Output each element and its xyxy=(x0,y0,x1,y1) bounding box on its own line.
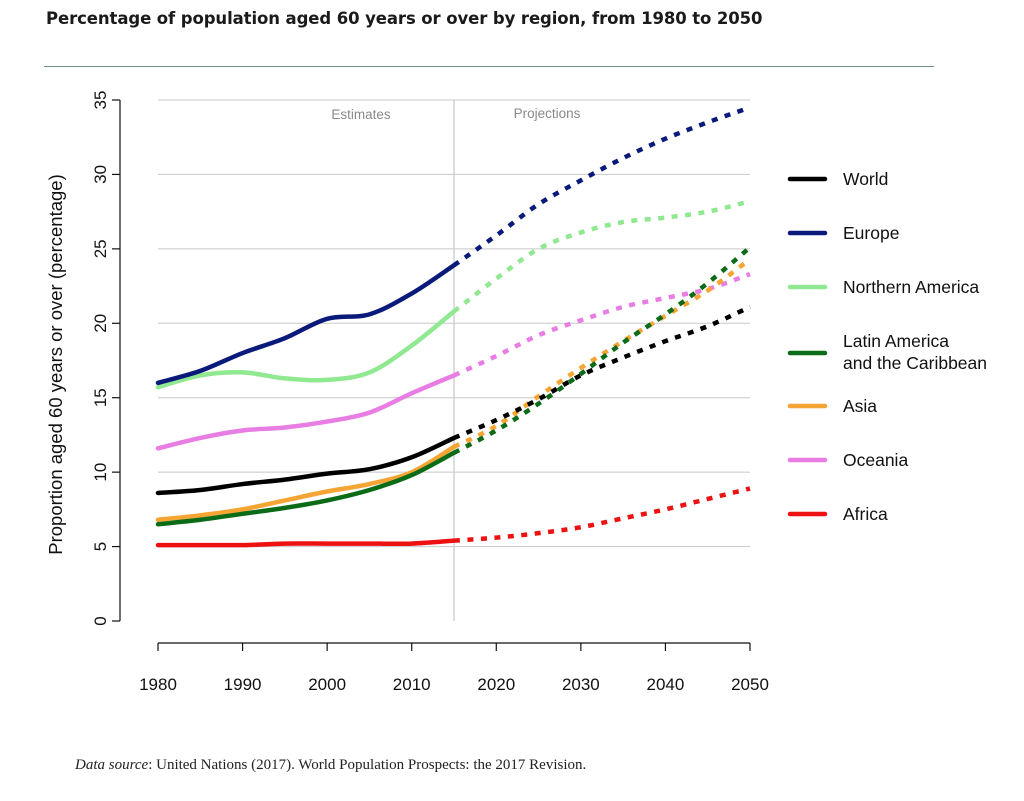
legend-label-europe: Europe xyxy=(843,223,899,243)
estimates-label: Estimates xyxy=(331,107,391,122)
x-tick-label: 1980 xyxy=(139,675,177,694)
x-tick-label: 2030 xyxy=(562,675,600,694)
series-line-world-estimates xyxy=(155,435,457,496)
series-line-latin-america-and-the-caribbean-projections xyxy=(452,245,752,455)
y-tick-label: 20 xyxy=(91,314,110,333)
legend-label-northern-america: Northern America xyxy=(843,277,979,297)
series-line-northern-america-projections xyxy=(452,199,751,314)
x-tick-label: 2020 xyxy=(477,675,515,694)
legend-label-asia: Asia xyxy=(843,396,877,416)
y-tick-label: 0 xyxy=(91,616,110,625)
series-line-europe-estimates xyxy=(155,262,457,386)
legend-label-oceania: Oceania xyxy=(843,450,908,470)
data-source-note: Data source: United Nations (2017). Worl… xyxy=(75,757,586,774)
y-tick-label: 30 xyxy=(91,165,110,184)
data-source-text: : United Nations (2017). World Populatio… xyxy=(148,757,587,773)
title-divider xyxy=(44,66,934,67)
chart-title: Percentage of population aged 60 years o… xyxy=(46,9,763,28)
legend-label-africa: Africa xyxy=(843,504,888,524)
y-tick-label: 25 xyxy=(91,239,110,258)
legend: World Europe Northern America Latin America… xyxy=(787,169,987,524)
x-tick-label: 2050 xyxy=(731,675,769,694)
series-line-africa-estimates xyxy=(155,538,457,548)
y-tick-label: 10 xyxy=(91,463,110,482)
legend-label-latin-america-and-the-caribbean: Latin America and the Caribbean xyxy=(843,331,987,373)
series-lines xyxy=(155,105,752,548)
x-tick-label: 1990 xyxy=(224,675,262,694)
legend-label-world: World xyxy=(843,169,888,189)
y-axis-title: Proportion aged 60 years or over (percen… xyxy=(45,174,66,555)
series-line-africa-projections xyxy=(453,486,751,543)
series-line-world-projections xyxy=(453,304,751,440)
series-line-northern-america-estimates xyxy=(155,309,457,390)
projections-label: Projections xyxy=(514,106,581,121)
series-line-latin-america-and-the-caribbean-estimates xyxy=(155,450,457,527)
axes: 0 5 10 15 20 25 30 35 1980 1990 2000 2010 2020 2030 20… xyxy=(91,91,769,694)
x-tick-label: 2010 xyxy=(393,675,431,694)
y-tick-label: 35 xyxy=(91,91,110,110)
x-tick-label: 2040 xyxy=(647,675,685,694)
x-tick-label: 2000 xyxy=(308,675,346,694)
y-tick-label: 5 xyxy=(91,542,110,551)
series-line-europe-projections xyxy=(452,105,751,268)
series-line-asia-estimates xyxy=(155,444,457,523)
y-tick-label: 15 xyxy=(91,388,110,407)
data-source-lead: Data source xyxy=(75,757,149,773)
series-line-oceania-estimates xyxy=(155,373,457,451)
period-annotation: Estimates Projections xyxy=(331,100,581,621)
